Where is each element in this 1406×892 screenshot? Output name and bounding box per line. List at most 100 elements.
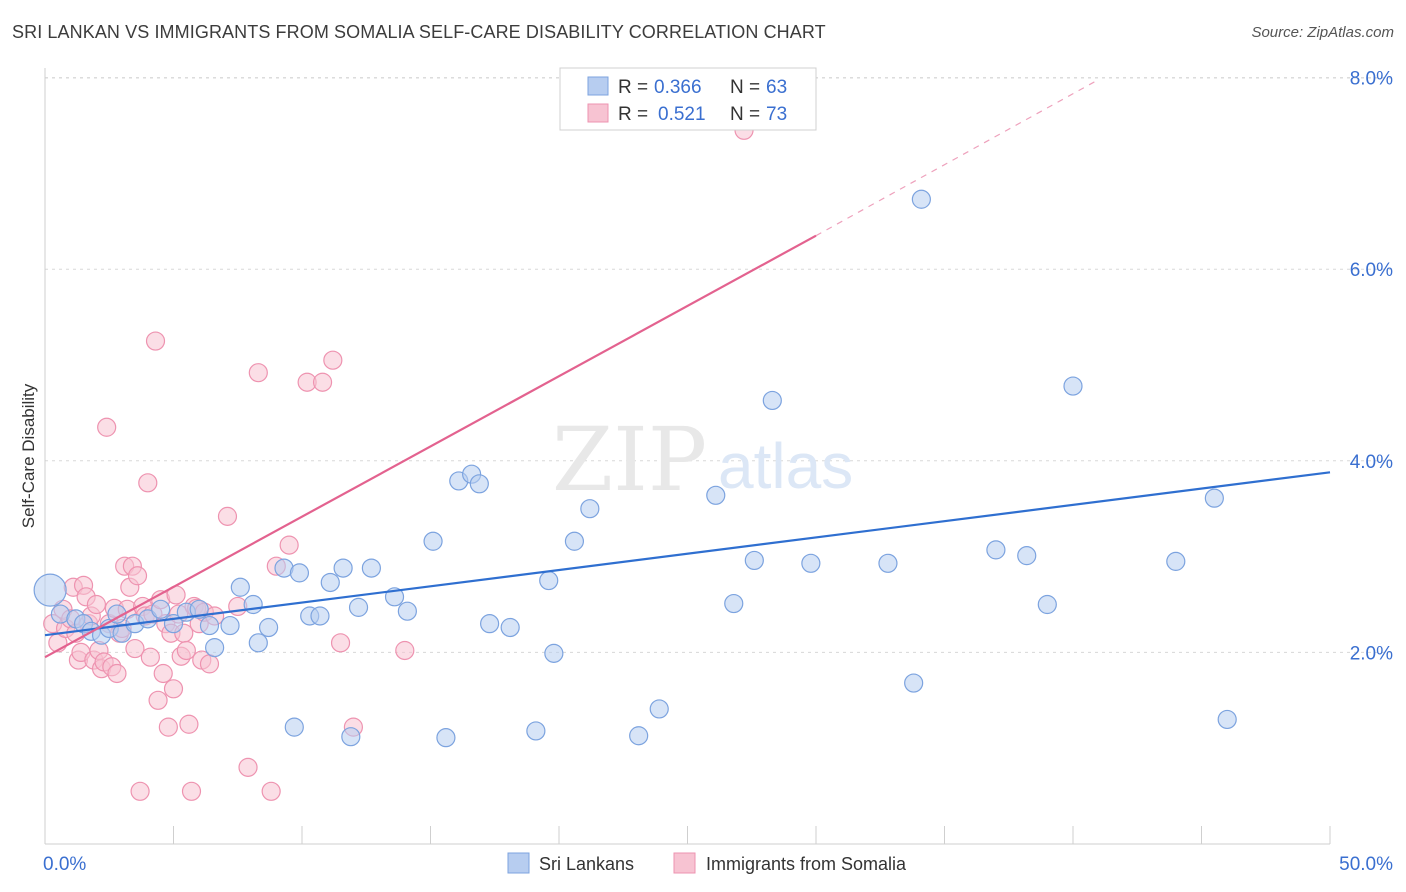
somalia-point <box>248 363 268 383</box>
legend-n-label-2: N = <box>730 104 760 125</box>
sri-lankan-point <box>348 597 369 617</box>
somalia-point <box>125 638 145 659</box>
sri-lankan-point <box>762 390 782 411</box>
sri-lankan-point <box>230 577 250 597</box>
legend-r-value-2: 0.521 <box>658 104 706 125</box>
somalia-point <box>148 690 168 710</box>
legend-swatch-blue <box>587 76 609 96</box>
sri-lankan-point <box>1037 594 1057 615</box>
tick-labels: 2.0% 4.0% 6.0% 8.0% 0.0% 50.0% <box>43 69 1393 875</box>
bottom-legend-label-somalia: Immigrants from Somalia <box>706 854 907 874</box>
legend-swatch-pink <box>587 103 609 123</box>
sri-lankan-point <box>649 699 669 719</box>
sri-lankan-point <box>580 499 600 519</box>
sri-lankan-point <box>526 721 546 741</box>
sri-lankan-point <box>189 599 209 619</box>
y-tick-label-4: 4.0% <box>1350 452 1393 473</box>
legend-box: R = 0.366 N = 63 R = 0.521 N = 73 <box>559 67 817 131</box>
sri-lankan-point <box>801 553 821 573</box>
watermark-atlas: atlas <box>718 430 853 502</box>
sri-lankan-point <box>289 563 310 583</box>
somalia-point <box>153 663 173 684</box>
watermark: ZIP atlas <box>552 408 853 511</box>
sri-lankan-point <box>724 593 744 614</box>
somalia-point <box>127 566 148 586</box>
sri-lankan-point <box>220 615 240 636</box>
somalia-point <box>312 372 333 392</box>
sri-lankan-point <box>1063 376 1083 396</box>
x-tick-label-min: 0.0% <box>43 854 86 875</box>
somalia-point <box>138 473 158 493</box>
y-tick-label-6: 6.0% <box>1350 260 1393 281</box>
legend-n-label-1: N = <box>730 77 760 98</box>
somalia-point <box>163 679 184 699</box>
sri-lankan-point <box>706 485 726 505</box>
sri-lankan-point <box>1217 709 1237 730</box>
chart-source: Source: ZipAtlas.com <box>1251 24 1394 41</box>
sri-lankan-point <box>911 189 931 209</box>
sri-lankan-point <box>310 606 330 626</box>
sri-lankan-point <box>341 727 361 747</box>
data-points <box>33 120 1237 801</box>
sri-lankan-point <box>33 573 67 607</box>
sri-lankan-point <box>284 717 304 737</box>
sri-lankan-point <box>629 726 649 746</box>
sri-lankan-point <box>1166 551 1186 571</box>
sri-lankan-point <box>544 643 564 663</box>
somalia-point <box>238 757 258 777</box>
sri-lankan-point <box>423 531 443 551</box>
sri-lankan-point <box>500 617 520 638</box>
somalia-point <box>176 640 196 661</box>
somalia-trend-line <box>44 234 817 659</box>
y-axis-title: Self-Care Disability <box>19 383 38 528</box>
sri-lankan-point <box>248 633 268 653</box>
legend-n-value-1: 63 <box>766 77 787 98</box>
somalia-point <box>179 714 199 734</box>
trend-lines <box>44 78 1331 659</box>
somalia-point <box>107 663 127 684</box>
somalia-point <box>130 781 150 801</box>
sri-lankan-point <box>986 540 1006 560</box>
sri-lankan-point <box>397 601 417 621</box>
somalia-point <box>158 717 178 737</box>
legend-r-value-1: 0.366 <box>654 77 702 98</box>
sri-lankan-point <box>361 558 381 578</box>
bottom-legend-swatch-blue <box>507 852 530 874</box>
somalia-point <box>217 506 238 526</box>
y-tick-label-2: 2.0% <box>1350 643 1393 664</box>
sri-lankan-point <box>878 553 898 573</box>
sri-lankan-point <box>1204 488 1224 508</box>
sri-lankan-point <box>744 550 764 571</box>
somalia-point <box>97 417 117 437</box>
legend-r-label-1: R = <box>618 77 648 98</box>
sri-lankan-point <box>564 531 585 551</box>
chart-title: SRI LANKAN VS IMMIGRANTS FROM SOMALIA SE… <box>12 22 826 42</box>
sri-lankan-point <box>320 572 340 593</box>
somalia-point <box>323 350 343 370</box>
sri-lankan-trend-line <box>44 471 1331 637</box>
sri-lankan-point <box>151 599 171 619</box>
y-tick-label-8: 8.0% <box>1350 69 1393 90</box>
somalia-point <box>199 654 220 674</box>
legend-r-label-2: R = <box>618 104 648 125</box>
bottom-legend-label-sri-lankans: Sri Lankans <box>539 854 634 874</box>
somalia-point <box>279 535 299 555</box>
sri-lankan-point <box>480 614 500 634</box>
somalia-point <box>145 331 166 351</box>
legend-n-value-2: 73 <box>766 104 787 125</box>
sri-lankan-point <box>1017 546 1037 566</box>
sri-lankan-point <box>469 474 489 494</box>
bottom-legend: Sri Lankans Immigrants from Somalia <box>507 852 907 874</box>
sri-lankan-point <box>112 623 132 643</box>
somalia-point <box>330 633 351 653</box>
watermark-zip: ZIP <box>552 408 707 511</box>
sri-lankan-point <box>205 638 225 658</box>
sri-lankan-point <box>199 615 220 636</box>
somalia-point <box>395 640 415 661</box>
somalia-point <box>140 647 160 667</box>
somalia-trend-extension <box>815 78 1099 237</box>
axes <box>44 68 1331 845</box>
sri-lankan-point <box>258 617 279 638</box>
x-tick-label-max: 50.0% <box>1339 854 1393 875</box>
